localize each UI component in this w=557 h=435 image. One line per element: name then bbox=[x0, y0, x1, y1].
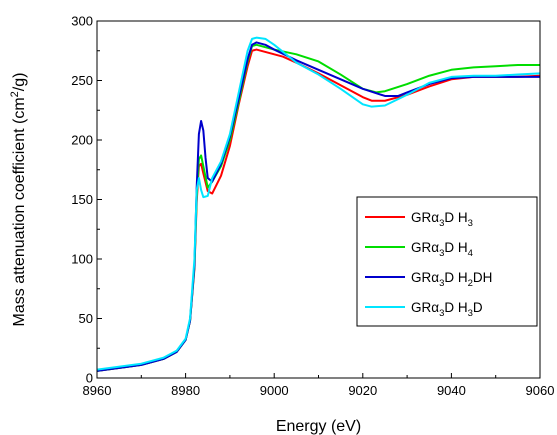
y-tick-label: 300 bbox=[71, 14, 93, 29]
x-tick-label: 9020 bbox=[348, 383, 377, 398]
legend-item: GRα3D H4 bbox=[365, 240, 473, 259]
legend-label: GRα3D H3 bbox=[411, 210, 473, 229]
y-tick-label: 200 bbox=[71, 133, 93, 148]
legend-item: GRα3D H3D bbox=[365, 300, 483, 319]
x-axis-title: Energy (eV) bbox=[276, 418, 361, 435]
y-tick-label: 0 bbox=[86, 371, 93, 386]
y-tick-label: 100 bbox=[71, 252, 93, 267]
legend-box bbox=[356, 196, 538, 327]
y-tick-label: 150 bbox=[71, 192, 93, 207]
y-tick-label: 50 bbox=[79, 311, 93, 326]
y-axis-title: Mass attenuation coefficient (cm2/g) bbox=[9, 73, 28, 327]
x-tick-label: 8960 bbox=[83, 383, 112, 398]
series-layer bbox=[97, 36, 540, 372]
legend: GRα3D H3 GRα3D H4 GRα3D H2DH GRα3D H3D bbox=[356, 196, 538, 327]
x-tick-label: 9000 bbox=[260, 383, 289, 398]
x-axis-ticks: 8960 8980 9000 9020 9040 9060 bbox=[83, 373, 555, 398]
x-tick-label: 9040 bbox=[437, 383, 466, 398]
x-tick-label: 8980 bbox=[171, 383, 200, 398]
legend-item: GRα3D H3 bbox=[365, 210, 473, 229]
y-tick-label: 250 bbox=[71, 73, 93, 88]
legend-label: GRα3D H3D bbox=[411, 300, 483, 319]
legend-label: GRα3D H2DH bbox=[411, 270, 492, 289]
series-line-4 bbox=[97, 36, 540, 371]
legend-item: GRα3D H2DH bbox=[365, 270, 492, 289]
y-axis-ticks: 0 50 100 150 200 250 300 bbox=[71, 14, 102, 386]
legend-label: GRα3D H4 bbox=[411, 240, 473, 259]
x-tick-label: 9060 bbox=[526, 383, 555, 398]
